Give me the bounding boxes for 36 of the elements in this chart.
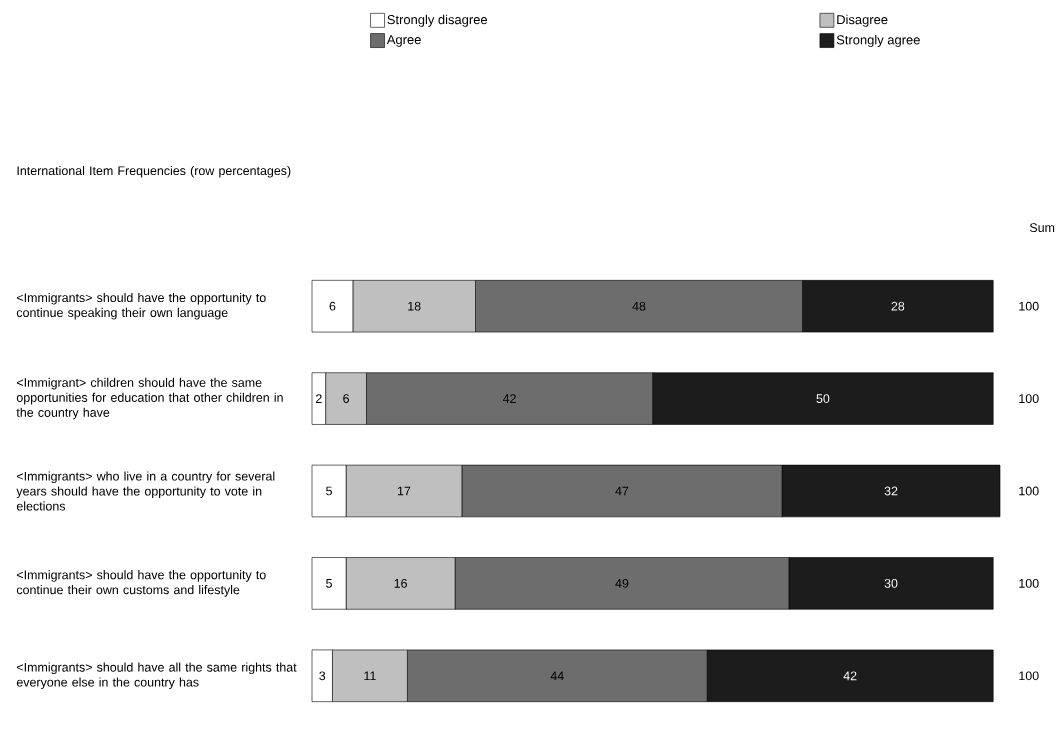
legend-label: Strongly disagree: [387, 14, 488, 27]
data-label: 28: [891, 301, 905, 311]
total-label: 100: [1019, 671, 1039, 681]
data-label: 17: [398, 486, 411, 496]
legend-label: Agree: [386, 35, 421, 47]
y-tick-label: <Immigrants> should have all the same rights that everyone else in the country has: [16, 662, 297, 690]
data-label: 30: [884, 578, 898, 588]
data-label: 48: [632, 301, 646, 311]
data-label: 2: [315, 394, 322, 403]
total-label: 100: [1019, 486, 1039, 496]
data-label: 5: [326, 579, 332, 588]
total-label: 100: [1019, 301, 1039, 311]
total-label: 100: [1019, 578, 1039, 588]
data-label: 50: [816, 394, 830, 403]
text: International Item Frequencies (row percentages): [17, 165, 291, 178]
data-label: 5: [326, 486, 332, 496]
data-label: 49: [615, 578, 629, 588]
data-label: 16: [394, 578, 407, 588]
data-label: 3: [319, 671, 326, 681]
data-label: 47: [615, 486, 629, 496]
y-tick-label: <Immigrants> should have the opportunity to continue speaking their own language: [16, 292, 266, 320]
text: Sum: [1029, 223, 1055, 233]
data-label: 44: [550, 671, 564, 681]
data-label: 6: [329, 301, 336, 311]
y-tick-label: <Immigrants> should have the opportunity to continue their own customs and lifestyle: [16, 570, 266, 597]
data-label: 18: [408, 301, 421, 311]
data-label: 6: [343, 394, 349, 403]
data-label: 42: [843, 671, 857, 681]
total-label: 100: [1019, 394, 1039, 403]
data-label: 32: [884, 486, 898, 496]
data-label: 11: [364, 671, 376, 681]
legend-label: Disagree: [837, 14, 888, 27]
y-tick-label: <Immigrant> children should have the same opportunities for education that other children in the country have: [16, 377, 283, 420]
data-label: 42: [502, 394, 516, 403]
legend-label: Strongly agree: [836, 34, 920, 48]
y-tick-label: <Immigrants> who live in a country for several years should have the opportunity to vote in elections: [16, 471, 275, 511]
